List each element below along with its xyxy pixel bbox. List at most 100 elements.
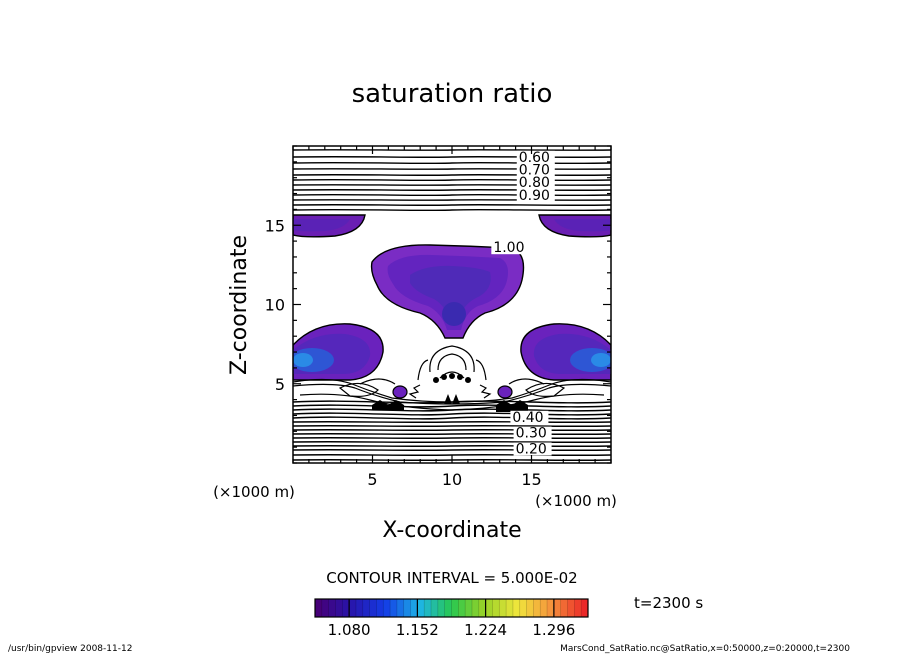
contour-label: 0.70 [519, 163, 550, 179]
y-axis-label: Z-coordinate [227, 235, 252, 375]
colorbar-cell [465, 599, 473, 617]
isoline [293, 189, 611, 191]
contour-label-bg [516, 188, 555, 202]
contour-label: 0.80 [519, 175, 550, 191]
contour-label: 0.60 [519, 150, 550, 166]
supersaturation-region-small [392, 385, 513, 399]
colorbar-cell [362, 599, 371, 617]
isoline [293, 441, 611, 443]
contour-label: 0.90 [519, 188, 550, 204]
colorbar-cell [567, 599, 575, 617]
contour-labels: 0.600.700.800.90 1.00 0.400.300.20 [491, 150, 555, 457]
contour-label-bg [510, 410, 549, 424]
plot-area: 0.600.700.800.90 1.00 0.400.300.20 [293, 146, 611, 463]
colorbar-cell [574, 599, 582, 617]
colorbar [314, 598, 589, 618]
colorbar-cell [315, 599, 323, 617]
isoline [293, 193, 611, 197]
colorbar-cell [553, 599, 562, 617]
isoline [293, 156, 611, 158]
contour-label: 0.40 [512, 410, 543, 426]
isoline [293, 421, 611, 423]
colorbar-cell [581, 599, 589, 617]
colorbar-cell [342, 599, 350, 617]
colorbar-cell [335, 599, 343, 617]
chart-title: saturation ratio [352, 79, 553, 109]
colorbar-tick-labels: 1.080 1.152 1.224 1.296 [328, 599, 575, 639]
colorbar-cell [328, 599, 336, 617]
colorbar-cell [560, 599, 569, 617]
contour-label-bg [513, 426, 552, 440]
supersaturation-region-right [520, 323, 611, 381]
contour-label: 1.00 [493, 240, 524, 256]
colorbar-cell [506, 599, 514, 617]
colorbar-cell [424, 599, 432, 617]
colorbar-cell [444, 599, 452, 617]
colorbar-tick-label: 1.296 [532, 621, 575, 639]
colorbar-cell [396, 599, 405, 617]
colorbar-cell [526, 599, 534, 617]
colorbar-cell [458, 599, 466, 617]
y-tick-label: 5 [275, 375, 285, 394]
colorbar-cell [478, 599, 487, 617]
x-axis: 5 10 15 [292, 146, 612, 489]
colorbar-cell [349, 599, 357, 617]
y-tick-label: 10 [265, 296, 285, 315]
supersaturation-region-top-left [293, 214, 366, 238]
supersaturation-region-left [293, 323, 384, 381]
x-axis-label: X-coordinate [382, 518, 521, 543]
isoline [293, 425, 611, 427]
y-tick-label: 15 [265, 216, 285, 235]
contour-label: 0.20 [516, 441, 547, 457]
isoline [293, 404, 611, 408]
colorbar-cell [512, 599, 521, 617]
colorbar-cell [519, 599, 528, 617]
isoline [293, 178, 611, 182]
colorbar-cell [499, 599, 507, 617]
x-tick-label: 15 [521, 470, 541, 489]
colorbar-cell [355, 599, 364, 617]
contour-label: 0.30 [516, 426, 547, 442]
isoline [293, 429, 611, 431]
colorbar-cell [376, 599, 384, 617]
contour-label-bg [491, 241, 530, 255]
colorbar-cell [383, 599, 391, 617]
isoline [293, 416, 611, 420]
colorbar-tick-label: 1.224 [464, 621, 507, 639]
y-axis: 5 10 15 [265, 145, 611, 464]
colorbar-tick-label: 1.152 [396, 621, 439, 639]
contour-interval: CONTOUR INTERVAL = 5.000E-02 [326, 569, 577, 587]
colorbar-cell [471, 599, 480, 617]
supersaturation-region-center [370, 244, 525, 339]
x-tick-label: 10 [442, 470, 462, 489]
colorbar-cell [533, 599, 541, 617]
colorbar-cell [410, 599, 418, 617]
isoline [293, 204, 611, 206]
isoline [293, 437, 611, 439]
colorbar-cell [417, 599, 425, 617]
isoline [293, 449, 611, 451]
time-label: t=2300 s [634, 594, 703, 612]
isoline [293, 174, 611, 176]
footer-right: MarsCond_SatRatio.nc@SatRatio,x=0:50000,… [560, 644, 850, 654]
isoline [293, 412, 611, 416]
colorbar-cell [403, 599, 412, 617]
dense-isoline-cluster [372, 373, 528, 412]
footer-left: /usr/bin/gpview 2008-11-12 [8, 644, 132, 654]
colorbar-cell [369, 599, 377, 617]
colorbar-frame [314, 598, 589, 618]
isoline [293, 161, 611, 165]
isoline [293, 208, 611, 212]
colorbar-cell [390, 599, 398, 617]
supersaturation-region-top-right [538, 214, 611, 238]
isoline [293, 445, 611, 447]
contour-label-bg [516, 176, 555, 190]
x-tick-label: 5 [367, 470, 377, 489]
colorbar-cell [437, 599, 446, 617]
contour-label-bg [516, 163, 555, 177]
colorbar-cell [540, 599, 548, 617]
colorbar-cell [492, 599, 500, 617]
colorbar-cell [431, 599, 439, 617]
colorbar-cell [321, 599, 330, 617]
